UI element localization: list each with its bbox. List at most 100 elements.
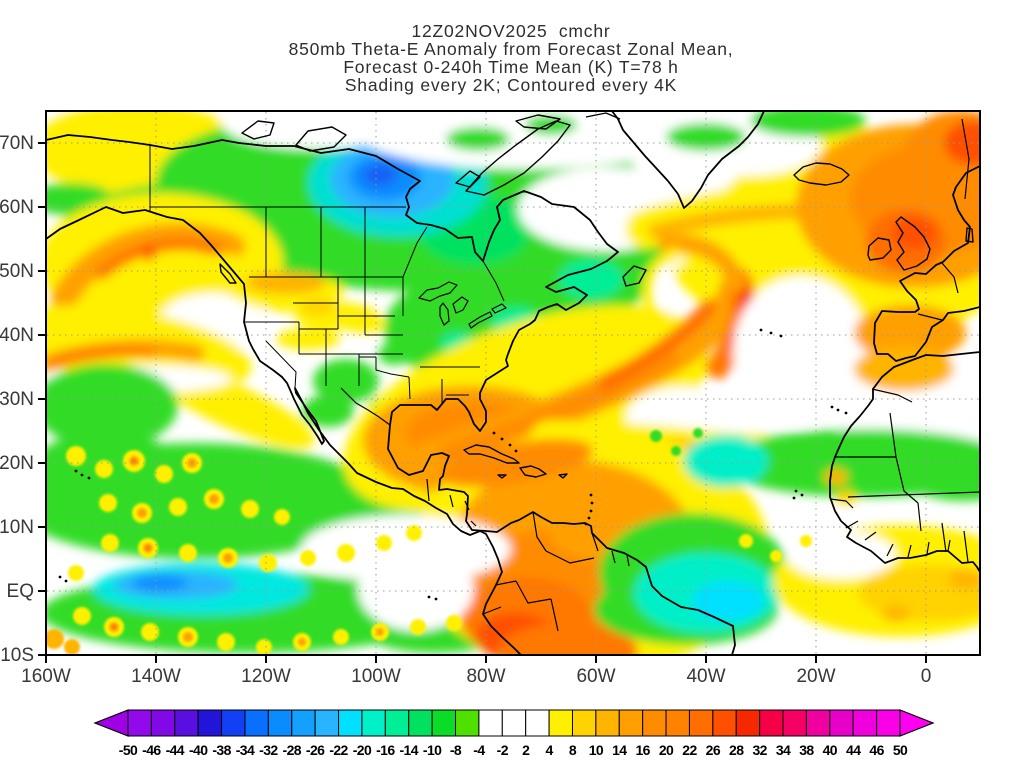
small-island-dots	[58, 328, 848, 601]
lon-tick-label: 140W	[131, 666, 181, 687]
colorbar-tick-label: -40	[189, 742, 208, 758]
lon-tick-label: 0	[921, 666, 932, 687]
lon-tick-label: 120W	[241, 666, 291, 687]
colorbar-tick-label: 16	[635, 742, 650, 758]
map-linework	[46, 111, 980, 655]
lon-tick-label: 40W	[686, 666, 725, 687]
chart-title-block: 12Z02NOV2025 cmchr 850mb Theta-E Anomaly…	[289, 21, 734, 95]
anomaly-shading-field	[46, 111, 980, 655]
colorbar-tick-label: 28	[729, 742, 744, 758]
colorbar-tick-label: -28	[283, 742, 302, 758]
colorbar-cell	[338, 709, 363, 737]
colorbar-tick-label: -4	[473, 742, 485, 758]
colorbar-tick-label: 34	[776, 742, 791, 758]
colorbar-cell	[571, 709, 597, 737]
graticule	[47, 112, 979, 654]
colorbar-tick-label: 10	[589, 742, 604, 758]
lat-tick-label: 50N	[0, 261, 34, 282]
colorbar-cell	[665, 709, 690, 737]
colorbar-tick-label: -16	[376, 742, 395, 758]
colorbar-cell	[384, 709, 410, 737]
title-line-2: 850mb Theta-E Anomaly from Forecast Zona…	[289, 39, 734, 59]
coastlines	[46, 111, 980, 655]
colorbar-tick-label: 50	[893, 742, 908, 758]
lat-tick-label: 20N	[0, 453, 34, 474]
colorbar-tick-label: -14	[400, 742, 419, 758]
colorbar-tick-label: 40	[823, 742, 838, 758]
colorbar-cell	[852, 709, 878, 737]
colorbar-cell	[408, 709, 433, 737]
colorbar-cell	[805, 709, 831, 737]
lat-tick-label: 10S	[0, 645, 34, 666]
colorbar-cell	[712, 709, 737, 737]
colorbar-cell	[618, 709, 644, 737]
colorbar-right-arrow	[899, 709, 935, 737]
colorbar-cell	[361, 709, 386, 737]
colorbar-tick-label: -22	[329, 742, 348, 758]
map-frame	[45, 110, 981, 656]
colorbar-tick-label: 2	[522, 742, 530, 758]
colorbar-cell	[642, 709, 667, 737]
colorbar-cell	[688, 709, 714, 737]
lon-tick-label: 100W	[351, 666, 401, 687]
colorbar-tick-label: 38	[799, 742, 814, 758]
colorbar-cell	[829, 709, 854, 737]
lat-tick-label: EQ	[7, 581, 34, 602]
colorbar-cell	[501, 709, 527, 737]
colorbar-cell	[291, 709, 316, 737]
colorbar-tick-label: -8	[450, 742, 462, 758]
colorbar-cell	[221, 709, 246, 737]
colorbar-left-arrow	[93, 709, 129, 737]
colorbar-cell	[455, 709, 480, 737]
lon-tick-label: 160W	[21, 666, 71, 687]
colorbar-cell	[314, 709, 340, 737]
colorbar-cell	[876, 709, 901, 737]
colorbar-cell	[150, 709, 176, 737]
colorbar-cell	[759, 709, 784, 737]
colorbar-cell	[782, 709, 807, 737]
lon-tick-label: 20W	[796, 666, 835, 687]
lat-tick-label: 70N	[0, 133, 34, 154]
colorbar-tick-label: -10	[423, 742, 442, 758]
colorbar-cell	[197, 709, 223, 737]
lat-tick-label: 10N	[0, 517, 34, 538]
colorbar-tick-label: -46	[142, 742, 161, 758]
colorbar-tick-label: -26	[306, 742, 325, 758]
title-line-3: Forecast 0-240h Time Mean (K) T=78 h	[343, 57, 678, 77]
colorbar-tick-label: 46	[869, 742, 884, 758]
lat-tick-label: 40N	[0, 325, 34, 346]
colorbar-tick-label: 20	[659, 742, 674, 758]
colorbar-cell	[548, 709, 573, 737]
convective-speckles	[46, 428, 812, 655]
colorbar-tick-label: 26	[706, 742, 721, 758]
colorbar-cell	[267, 709, 293, 737]
lon-tick-label: 80W	[466, 666, 505, 687]
lat-tick-label: 60N	[0, 197, 34, 218]
colorbar-legend: -50 -46 -44 -40 -38 -34 -32 -28 -26 -22 -20 -16 -14-…	[93, 709, 935, 758]
colorbar-tick-label: 44	[846, 742, 861, 758]
title-line-4: Shading every 2K; Contoured every 4K	[345, 75, 677, 95]
colorbar-tick-label: -44	[166, 742, 185, 758]
colorbar-cell	[174, 709, 199, 737]
colorbar-cell	[431, 709, 457, 737]
colorbar-cell	[244, 709, 269, 737]
country-borders	[426, 118, 980, 632]
colorbar-tick-label: 32	[752, 742, 767, 758]
colorbar-tick-label: 14	[612, 742, 627, 758]
lat-tick-label: 30N	[0, 389, 34, 410]
colorbar-cell	[595, 709, 620, 737]
title-line-1: 12Z02NOV2025 cmchr	[411, 21, 610, 41]
colorbar-tick-label: 8	[569, 742, 577, 758]
colorbar-tick-label: -50	[119, 742, 138, 758]
lakes	[418, 281, 507, 329]
colorbar-tick-label: -32	[259, 742, 278, 758]
colorbar-tick-label: 4	[545, 742, 553, 758]
colorbar-tick-label: -38	[212, 742, 231, 758]
colorbar-tick-label: 22	[682, 742, 697, 758]
state-borders	[149, 145, 505, 426]
islands	[58, 112, 974, 601]
colorbar-tick-label: -2	[497, 742, 509, 758]
